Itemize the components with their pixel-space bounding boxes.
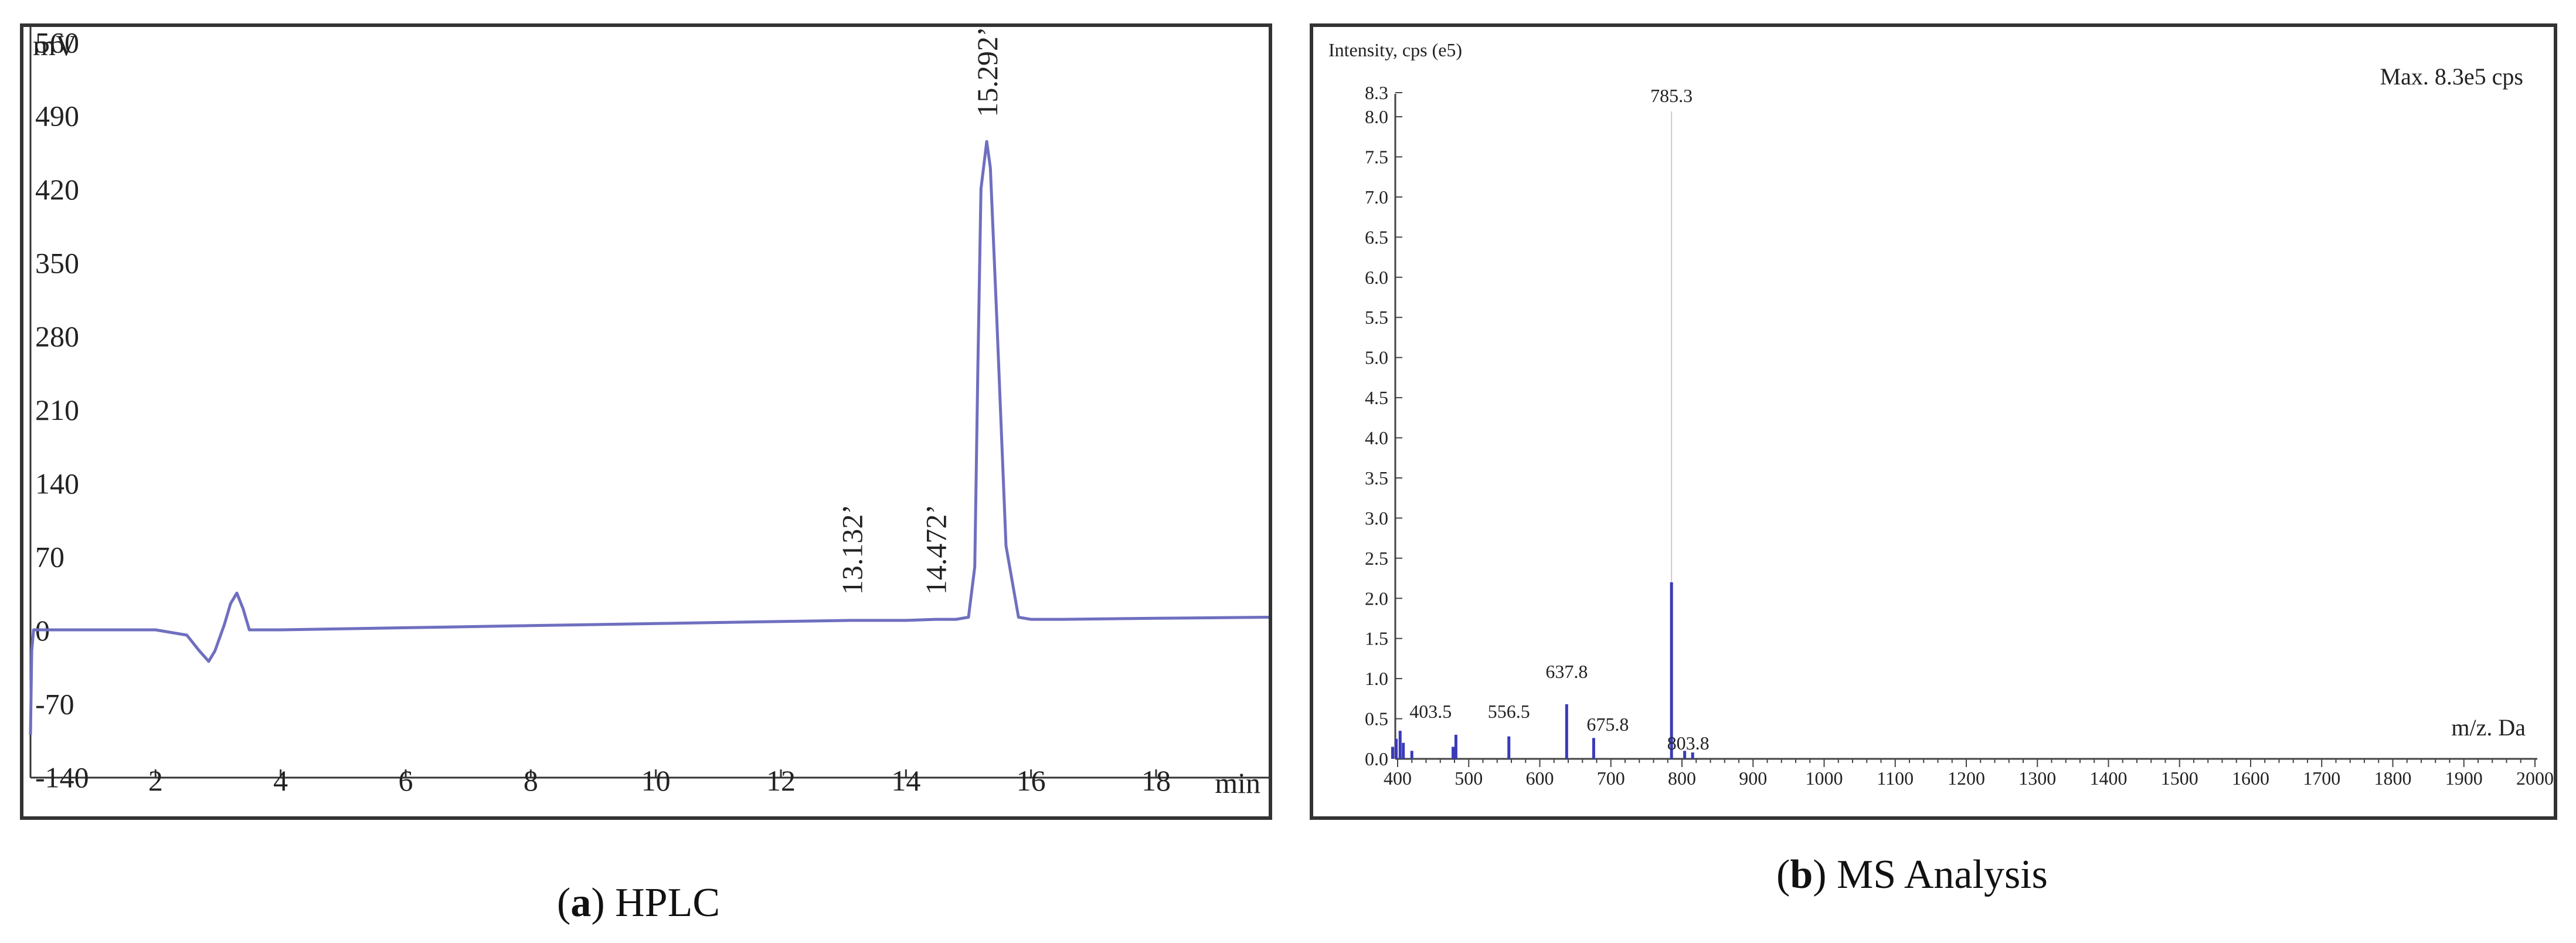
y-tick-label: 8.3 bbox=[1365, 82, 1388, 103]
y-axis-unit-label: mV bbox=[33, 29, 77, 62]
y-tick-label: 3.0 bbox=[1365, 507, 1388, 528]
y-tick-label: 0.5 bbox=[1365, 708, 1388, 730]
x-tick-label: 10 bbox=[641, 764, 671, 797]
x-tick-label: 14 bbox=[891, 764, 920, 797]
x-tick-label: 12 bbox=[766, 764, 796, 797]
y-tick-label: 490 bbox=[35, 100, 79, 133]
y-tick-label: 1.5 bbox=[1365, 628, 1388, 649]
ms-chart: Intensity, cps (e5) Max. 8.3e5 cps 8.3 8.0 7… bbox=[1328, 39, 2554, 789]
y-tick-label: 7.0 bbox=[1365, 186, 1388, 208]
y-tick-label: 2.0 bbox=[1365, 588, 1388, 609]
peak-label: 14.472’ bbox=[920, 504, 953, 595]
x-tick-label: 1800 bbox=[2374, 768, 2412, 789]
caption-text: ) HPLC bbox=[591, 880, 721, 925]
y-tick-label: 560 bbox=[35, 26, 79, 59]
x-tick-label: 1200 bbox=[1948, 768, 1985, 789]
x-tick-label: 1100 bbox=[1877, 768, 1914, 789]
y-tick-label: 70 bbox=[35, 541, 64, 574]
y-tick-label: 8.0 bbox=[1365, 106, 1388, 127]
x-tick-label: 600 bbox=[1526, 768, 1554, 789]
y-tick-label: 350 bbox=[35, 246, 79, 279]
y-tick-label: 4.0 bbox=[1365, 428, 1388, 449]
peak-label: 803.8 bbox=[1667, 732, 1710, 754]
x-tick-label: 2000 bbox=[2516, 768, 2554, 789]
caption-ms: (b) MS Analysis bbox=[1776, 852, 2048, 898]
caption-hplc: (a) HPLC bbox=[557, 880, 720, 927]
y-tick-label: 0.0 bbox=[1365, 748, 1388, 769]
x-tick-label: 400 bbox=[1384, 768, 1412, 789]
max-intensity-label: Max. 8.3e5 cps bbox=[2380, 63, 2523, 90]
y-tick-label: -140 bbox=[35, 761, 89, 794]
x-tick-label: 6 bbox=[399, 764, 413, 797]
x-tick-label: 1600 bbox=[2232, 768, 2269, 789]
caption-open: ( bbox=[557, 880, 571, 925]
y-tick-label: -70 bbox=[35, 687, 74, 720]
peak-label: 15.292’ bbox=[971, 26, 1004, 117]
caption-letter: b bbox=[1790, 852, 1813, 897]
y-tick-label: 5.0 bbox=[1365, 347, 1388, 368]
x-axis-title: m/z. Da bbox=[2451, 714, 2526, 741]
peak-label: 637.8 bbox=[1545, 661, 1588, 682]
y-tick-label: 140 bbox=[35, 467, 79, 500]
peak-label: 556.5 bbox=[1488, 701, 1530, 722]
peak-label: 785.3 bbox=[1650, 85, 1693, 106]
x-tick-label: 1500 bbox=[2161, 768, 2198, 789]
caption-open: ( bbox=[1776, 852, 1790, 897]
y-tick-label: 3.5 bbox=[1365, 467, 1388, 489]
y-axis-title: Intensity, cps (e5) bbox=[1328, 39, 1462, 60]
x-tick-label: 16 bbox=[1017, 764, 1046, 797]
x-tick-label: 500 bbox=[1454, 768, 1483, 789]
y-tick-label: 2.5 bbox=[1365, 548, 1388, 569]
x-tick-label: 1000 bbox=[1806, 768, 1843, 789]
chromatogram-line bbox=[29, 140, 1269, 735]
y-tick-label: 5.5 bbox=[1365, 307, 1388, 328]
y-tick-label: 280 bbox=[35, 320, 79, 353]
x-tick-label: 700 bbox=[1597, 768, 1625, 789]
y-tick-label: 4.5 bbox=[1365, 387, 1388, 408]
x-tick-label: 1300 bbox=[2018, 768, 2056, 789]
x-tick-label: 1900 bbox=[2445, 768, 2483, 789]
y-tick-label: 7.5 bbox=[1365, 146, 1388, 167]
x-tick-label: 800 bbox=[1668, 768, 1696, 789]
y-tick-label: 420 bbox=[35, 173, 79, 206]
x-tick-label: 18 bbox=[1141, 764, 1171, 797]
y-tick-label: 210 bbox=[35, 394, 79, 426]
y-tick-label: 1.0 bbox=[1365, 668, 1388, 689]
x-axis-unit-label: min bbox=[1215, 766, 1260, 799]
hplc-chart-panel: mV 560 490 420 350 280 210 140 70 0 -70 -140 2 4 6 8 10 1… bbox=[20, 23, 1272, 820]
y-tick-label: 6.0 bbox=[1365, 267, 1388, 288]
y-tick-label: 6.5 bbox=[1365, 226, 1388, 247]
x-tick-label: 1700 bbox=[2303, 768, 2340, 789]
x-tick-label: 900 bbox=[1739, 768, 1767, 789]
peak-label: 403.5 bbox=[1409, 701, 1452, 722]
caption-letter: a bbox=[570, 880, 592, 925]
peak-label: 675.8 bbox=[1586, 714, 1629, 735]
x-tick-label: 1400 bbox=[2090, 768, 2128, 789]
peak-label: 13.132’ bbox=[836, 504, 869, 595]
caption-text: ) MS Analysis bbox=[1813, 852, 2048, 897]
x-tick-label: 2 bbox=[148, 764, 163, 797]
x-tick-label: 4 bbox=[273, 764, 288, 797]
ms-chart-panel: Intensity, cps (e5) Max. 8.3e5 cps 8.3 8.0 7… bbox=[1310, 23, 2557, 820]
x-tick-label: 8 bbox=[524, 764, 538, 797]
